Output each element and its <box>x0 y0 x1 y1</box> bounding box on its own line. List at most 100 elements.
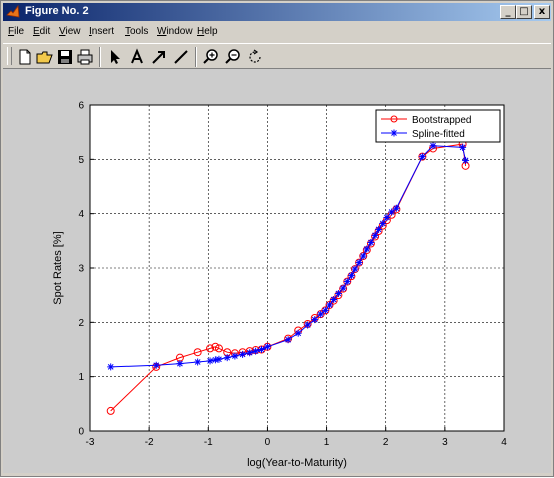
legend-star-glyph <box>390 129 398 137</box>
menu-view[interactable]: View <box>59 26 81 37</box>
legend-marker-bootstrapped <box>390 115 398 123</box>
menu-insert[interactable]: Insert <box>89 26 115 37</box>
y-tick-label: 2 <box>78 318 84 329</box>
y-axis-label: Spot Rates [%] <box>52 231 64 304</box>
data-point-spline <box>206 357 214 365</box>
close-button[interactable]: x <box>534 5 550 19</box>
data-point-bootstrapped <box>214 344 223 353</box>
data-point-spline <box>343 278 351 286</box>
data-point-spline <box>304 321 312 329</box>
x-tick-label: -1 <box>204 437 213 448</box>
legend-marker-spline <box>390 129 398 137</box>
y-tick-label: 5 <box>78 155 84 166</box>
maximize-button[interactable]: □ <box>516 5 532 19</box>
data-point-spline <box>311 316 319 324</box>
toolbar-grip[interactable] <box>7 47 12 65</box>
print-icon[interactable] <box>75 47 95 67</box>
arrow-icon[interactable] <box>149 47 169 67</box>
x-axis-label: log(Year-to-Maturity) <box>247 457 347 469</box>
data-point-spline <box>330 296 338 304</box>
text-icon[interactable] <box>127 47 147 67</box>
data-point-spline <box>363 245 371 253</box>
data-point-spline <box>317 310 325 318</box>
data-point-spline <box>321 306 329 314</box>
y-tick-label: 3 <box>78 264 84 275</box>
y-tick-label: 1 <box>78 372 84 383</box>
select-arrow-icon[interactable] <box>105 47 125 67</box>
matlab-logo-icon <box>6 5 20 18</box>
data-point-spline <box>252 347 260 355</box>
menu-tools[interactable]: Tools <box>125 26 149 37</box>
data-point-spline <box>294 329 302 337</box>
data-point-spline <box>359 252 367 260</box>
legend[interactable]: Bootstrapped Spline-fitted <box>375 109 501 143</box>
data-point-spline <box>246 349 254 357</box>
data-point-spline <box>107 363 115 371</box>
save-icon[interactable] <box>55 47 75 67</box>
data-point-spline <box>284 336 292 344</box>
data-point-spline <box>326 301 334 309</box>
data-point-spline <box>355 259 363 267</box>
figure-canvas: -3 -2 -1 0 1 2 3 4 0 1 2 3 4 5 6 log(Year-to-Maturity… <box>3 69 551 473</box>
toolbar <box>3 43 551 69</box>
x-tick-label: 4 <box>501 437 507 448</box>
data-point-spline <box>263 343 271 351</box>
data-point-spline <box>258 346 266 353</box>
data-point-bootstrapped <box>106 406 115 415</box>
data-point-spline <box>351 265 359 273</box>
data-point-spline <box>367 238 375 246</box>
data-point-spline <box>379 219 387 227</box>
menu-window[interactable]: Window <box>157 26 193 37</box>
plot-area <box>89 104 505 432</box>
data-point-bootstrapped <box>193 348 202 357</box>
data-point-spline <box>334 290 342 298</box>
spot-rate-chart: -3 -2 -1 0 1 2 3 4 0 1 2 3 4 5 6 log(Year-to-Maturity… <box>52 101 507 470</box>
data-point-bootstrapped <box>211 342 220 351</box>
data-point-spline <box>462 156 470 164</box>
data-point-spline <box>223 354 231 362</box>
x-tick-label: 2 <box>383 437 389 448</box>
x-tick-label: 0 <box>265 437 271 448</box>
grid <box>90 105 504 431</box>
data-point-spline <box>176 360 184 368</box>
data-point-spline <box>383 213 391 221</box>
menu-help[interactable]: Help <box>197 26 218 37</box>
data-point-bootstrapped <box>206 344 215 353</box>
y-axis-ticks: 0 1 2 3 4 5 6 <box>78 101 94 438</box>
y-tick-label: 0 <box>78 427 84 438</box>
toolbar-separator <box>99 47 101 67</box>
menu-edit[interactable]: Edit <box>33 26 51 37</box>
legend-box <box>375 109 501 143</box>
title-bar[interactable]: Figure No. 2 _ □ x <box>3 3 551 21</box>
data-point-spline <box>375 225 383 233</box>
legend-label-bootstrapped: Bootstrapped <box>412 115 472 126</box>
data-point-spline <box>194 358 202 366</box>
data-point-spline <box>371 231 379 239</box>
data-point-spline <box>239 350 247 358</box>
data-point-spline <box>339 284 347 292</box>
minimize-button[interactable]: _ <box>500 5 516 19</box>
x-tick-label: -2 <box>145 437 154 448</box>
rotate-icon[interactable] <box>245 47 265 67</box>
new-file-icon[interactable] <box>15 47 35 67</box>
open-folder-icon[interactable] <box>35 47 55 67</box>
x-tick-label: 1 <box>324 437 330 448</box>
toolbar-separator <box>195 47 197 67</box>
data-point-spline <box>347 272 355 280</box>
y-tick-label: 6 <box>78 101 84 112</box>
data-point-spline <box>459 143 467 151</box>
data-point-spline <box>215 355 223 363</box>
series-group <box>106 140 470 415</box>
zoom-out-icon[interactable] <box>223 47 243 67</box>
data-point-spline <box>152 361 160 369</box>
x-axis-ticks: -3 -2 -1 0 1 2 3 4 <box>86 427 507 448</box>
data-point-spline <box>392 204 400 212</box>
window-title: Figure No. 2 <box>25 5 89 17</box>
data-point-spline <box>231 352 239 360</box>
y-tick-label: 4 <box>78 209 84 220</box>
menu-file[interactable]: File <box>8 26 25 37</box>
line-icon[interactable] <box>171 47 191 67</box>
data-point-spline <box>429 142 437 150</box>
zoom-in-icon[interactable] <box>201 47 221 67</box>
